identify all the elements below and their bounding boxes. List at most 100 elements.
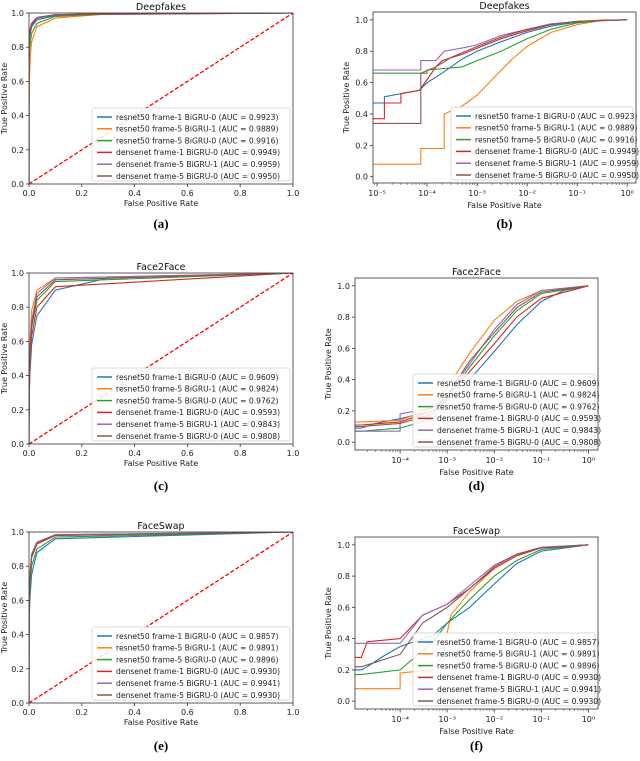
axes-frame bbox=[372, 11, 637, 184]
x-tick-label: 10⁻¹ bbox=[533, 715, 551, 724]
x-tick-label: 0.8 bbox=[234, 449, 247, 458]
legend-series-name: resnet50 frame-5 BiGRU-1 bbox=[475, 124, 575, 133]
y-tick-label: 0.8 bbox=[337, 572, 350, 581]
y-tick-label: 0.8 bbox=[11, 43, 24, 52]
panel-letter: (d) bbox=[469, 478, 485, 493]
legend-auc-value: 0.9896 bbox=[570, 661, 597, 670]
legend-entry: densenet frame-5 BiGRU-1 (AUC = 0.9959) bbox=[475, 159, 639, 168]
legend-auc-suffix: ) bbox=[598, 685, 601, 694]
legend-auc-suffix: ) bbox=[277, 679, 280, 688]
axes-frame bbox=[28, 531, 294, 704]
legend-auc-prefix: (AUC = bbox=[216, 655, 249, 664]
x-tick-label: 10⁻² bbox=[485, 456, 503, 465]
legend-auc-prefix: (AUC = bbox=[537, 638, 570, 647]
legend-auc-prefix: (AUC = bbox=[216, 385, 249, 394]
x-tick-label: 10⁰ bbox=[620, 189, 633, 198]
y-tick-label: 0.0 bbox=[337, 697, 350, 706]
legend-auc-suffix: ) bbox=[598, 438, 601, 447]
legend-auc-prefix: (AUC = bbox=[539, 685, 572, 694]
legend-auc-value: 0.9891 bbox=[249, 644, 276, 653]
legend-auc-suffix: ) bbox=[275, 113, 278, 122]
chart-title: Face2Face bbox=[136, 262, 185, 273]
legend-auc-prefix: (AUC = bbox=[218, 408, 251, 417]
legend-auc-value: 0.9843 bbox=[251, 420, 278, 429]
legend-entry: densenet frame-5 BiGRU-0 (AUC = 0.9950) bbox=[475, 171, 639, 180]
legend-auc-prefix: (AUC = bbox=[577, 171, 610, 180]
x-tick-label: 0.6 bbox=[181, 449, 194, 458]
legend-auc-value: 0.9857 bbox=[249, 632, 276, 641]
y-tick-label: 1.0 bbox=[337, 282, 350, 291]
legend-series-name: densenet frame-5 BiGRU-1 bbox=[116, 679, 218, 688]
legend: resnet50 frame-1 BiGRU-0 (AUC = 0.9923)r… bbox=[450, 106, 639, 181]
x-tick-label: 10⁻³ bbox=[438, 715, 456, 724]
legend-series-name: resnet50 frame-1 BiGRU-0 bbox=[475, 112, 575, 121]
legend-auc-prefix: (AUC = bbox=[218, 420, 251, 429]
legend-series-name: densenet frame-5 BiGRU-1 bbox=[475, 159, 577, 168]
roc-curve-series-6 bbox=[355, 544, 589, 668]
legend-auc-value: 0.9593 bbox=[251, 408, 278, 417]
x-tick-label: 0.4 bbox=[128, 189, 141, 198]
legend-auc-value: 0.9941 bbox=[572, 685, 599, 694]
x-axis-label: False Positive Rate bbox=[124, 718, 198, 727]
chance-diagonal bbox=[29, 13, 293, 184]
roc-panel-b: Deepfakes 0.0 0.2 0.4 0.6 0.8 1.0 10⁻⁵ 10⁻⁴ 10⁻³ 1… bbox=[342, 1, 639, 231]
y-tick-label: 0.6 bbox=[337, 603, 350, 612]
legend-auc-prefix: (AUC = bbox=[537, 379, 570, 388]
legend-auc-prefix: (AUC = bbox=[218, 667, 251, 676]
x-tick-label: 0.8 bbox=[234, 189, 247, 198]
legend-series-name: densenet frame-1 BiGRU-0 bbox=[116, 667, 218, 676]
legend-series-name: densenet frame-1 BiGRU-0 bbox=[437, 673, 539, 682]
legend-entry: resnet50 frame-5 BiGRU-0 (AUC = 0.9762) bbox=[437, 402, 599, 411]
axes-frame bbox=[28, 272, 294, 445]
legend: resnet50 frame-1 BiGRU-0 (AUC = 0.9609) r… bbox=[91, 367, 291, 442]
legend-auc-value: 0.9808 bbox=[251, 432, 278, 441]
legend-box bbox=[91, 367, 291, 442]
legend-auc-suffix: ) bbox=[634, 124, 637, 133]
legend-auc-value: 0.9949 bbox=[610, 147, 637, 156]
legend-auc-value: 0.9762 bbox=[249, 396, 276, 405]
x-tick-label: 0.0 bbox=[23, 708, 36, 717]
legend-series-name: densenet frame-5 BiGRU-1 bbox=[116, 420, 218, 429]
legend-auc-value: 0.9923 bbox=[249, 113, 276, 122]
chart-title: FaceSwap bbox=[453, 526, 500, 537]
legend-auc-prefix: (AUC = bbox=[216, 125, 249, 134]
x-axis-label: False Positive Rate bbox=[439, 727, 513, 736]
legend-series-name: resnet50 frame-1 BiGRU-0 bbox=[116, 632, 216, 641]
legend-auc-value: 0.9959 bbox=[251, 160, 278, 169]
legend-series-name: densenet frame-1 BiGRU-0 bbox=[116, 408, 218, 417]
y-tick-label: 1.0 bbox=[11, 528, 24, 537]
legend-auc-suffix: ) bbox=[598, 414, 601, 423]
legend-series-name: resnet50 frame-1 BiGRU-0 bbox=[437, 379, 537, 388]
legend-entry: resnet50 frame-5 BiGRU-1 (AUC = 0.9891) bbox=[437, 650, 599, 659]
y-tick-label: 0.8 bbox=[337, 313, 350, 322]
legend-auc-value: 0.9891 bbox=[570, 650, 597, 659]
x-tick-label: 0.2 bbox=[75, 708, 88, 717]
legend-auc-prefix: (AUC = bbox=[537, 650, 570, 659]
panel-letter: (e) bbox=[154, 738, 168, 753]
legend-entry: densenet frame-1 BiGRU-0 (AUC = 0.9949) bbox=[475, 147, 639, 156]
roc-curve-series-1 bbox=[373, 19, 628, 104]
legend-auc-prefix: (AUC = bbox=[537, 661, 570, 670]
legend-series-name: resnet50 frame-5 BiGRU-0 bbox=[116, 396, 216, 405]
legend-entry: resnet50 frame-5 BiGRU-1 (AUC = 0.9889) bbox=[116, 125, 278, 134]
y-tick-label: 0.6 bbox=[11, 77, 24, 86]
legend-box bbox=[91, 626, 291, 701]
plot-area bbox=[373, 19, 628, 165]
legend-auc-prefix: (AUC = bbox=[539, 697, 572, 706]
roc-curve-series-3 bbox=[29, 13, 293, 184]
roc-curve-series-5 bbox=[373, 19, 628, 71]
legend-auc-value: 0.9930 bbox=[251, 667, 278, 676]
roc-panel-a: Deepfakes 0.0 0.2 0.4 0.6 0.8 1.0 0.0 0.2 0.4 0.6 0… bbox=[0, 2, 299, 231]
legend-entry: resnet50 frame-1 BiGRU-0 (AUC = 0.9923) bbox=[116, 113, 278, 122]
legend-auc-suffix: ) bbox=[598, 673, 601, 682]
y-tick-label: 0.2 bbox=[11, 146, 24, 155]
legend-auc-value: 0.9889 bbox=[249, 125, 276, 134]
legend-entry: resnet50 frame-1 BiGRU-0 (AUC = 0.9609) bbox=[116, 373, 278, 382]
legend-series-name: densenet frame-5 BiGRU-0 bbox=[116, 691, 218, 700]
legend-auc-value: 0.9950 bbox=[251, 172, 278, 181]
legend-series-name: densenet frame-5 BiGRU-0 bbox=[475, 171, 577, 180]
x-tick-label: 0.0 bbox=[23, 189, 36, 198]
legend-entry: resnet50 frame-5 BiGRU-1 (AUC = 0.9889) bbox=[475, 124, 637, 133]
legend-auc-value: 0.9593 bbox=[572, 414, 599, 423]
